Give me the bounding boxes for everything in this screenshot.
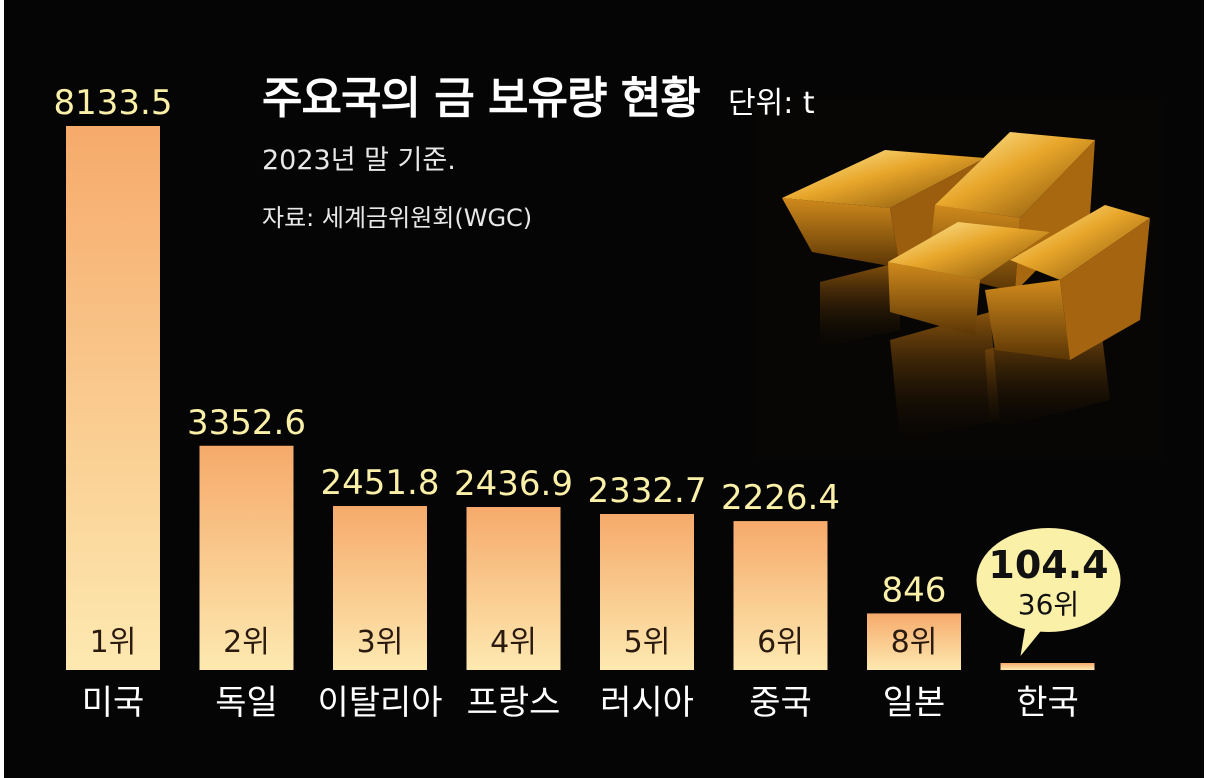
rank-label: 4위: [490, 625, 537, 660]
rank-label: 8위: [891, 625, 938, 660]
unit-label: 단위: t: [728, 86, 815, 121]
bar-6: [867, 613, 961, 670]
rank-label: 2위: [223, 625, 270, 660]
rank-label: 36위: [1018, 588, 1079, 621]
chart-subtitle: 2023년 말 기준.: [262, 145, 456, 176]
value-label: 2451.8: [321, 463, 440, 503]
category-label: 미국: [82, 683, 145, 723]
bar-2: [333, 506, 427, 670]
category-labels: 미국 독일 이탈리아 프랑스 러시아 중국 일본 한국: [82, 683, 1079, 723]
bar-5: [733, 521, 828, 670]
category-label: 이탈리아: [317, 683, 442, 723]
gold-bars-icon: [755, 100, 1163, 458]
source-note: 자료: 세계금위원회(WGC): [262, 204, 533, 232]
value-label: 2226.4: [721, 478, 840, 518]
category-label: 프랑스: [467, 683, 561, 723]
bar-7: [1000, 663, 1095, 670]
category-label: 한국: [1016, 683, 1079, 723]
category-label: 독일: [215, 683, 278, 723]
bar-0: [66, 126, 160, 670]
bar-4: [600, 513, 694, 670]
category-label: 중국: [749, 683, 812, 723]
value-label: 2436.9: [454, 464, 573, 504]
value-labels: 8133.5 3352.6 2451.8 2436.9 2332.7 2226.4 846 1…: [54, 83, 1109, 610]
value-label: 104.4: [988, 543, 1108, 587]
category-label: 일본: [883, 683, 946, 723]
rank-label: 6위: [757, 625, 804, 660]
rank-label: 1위: [90, 625, 137, 660]
rank-label: 3위: [357, 625, 404, 660]
value-label: 8133.5: [54, 83, 173, 123]
bar-1: [199, 445, 294, 670]
callout-bubble: [976, 528, 1121, 632]
bars-layer: [66, 126, 1095, 670]
category-label: 러시아: [600, 683, 694, 723]
bar-3: [466, 507, 561, 670]
rank-labels: 1위 2위 3위 4위 5위 6위 8위 36위: [90, 588, 1080, 660]
callout-pointer: [1020, 620, 1047, 656]
value-label: 3352.6: [187, 403, 306, 443]
highlight-callout: [976, 528, 1121, 656]
rank-label: 5위: [624, 625, 671, 660]
value-label: 846: [882, 570, 947, 610]
value-label: 2332.7: [588, 471, 707, 511]
chart-title: 주요국의 금 보유량 현황: [262, 73, 701, 124]
